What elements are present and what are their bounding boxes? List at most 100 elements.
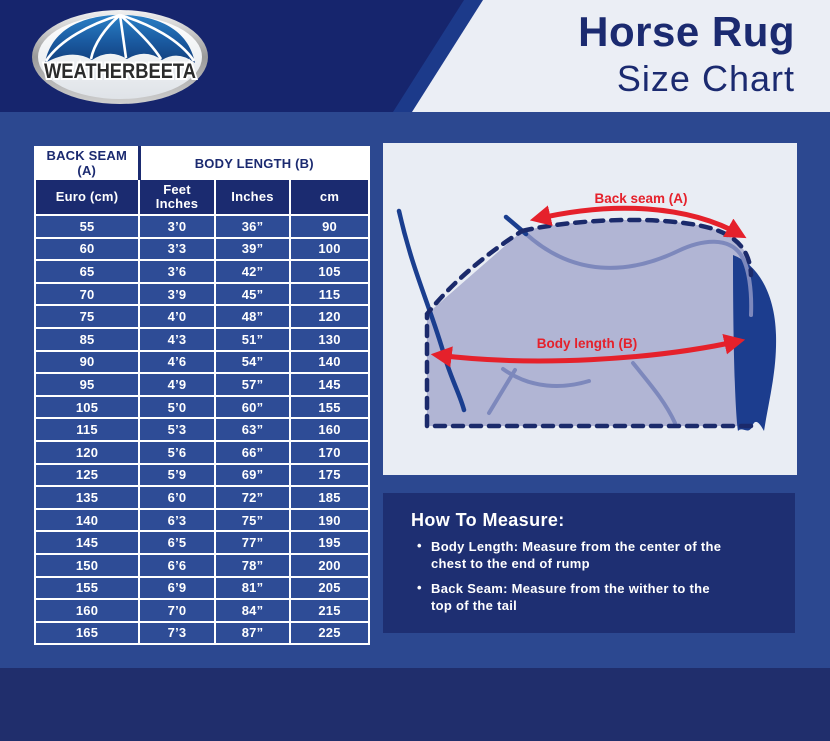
table-row: 65 3’6 42” 105 — [34, 259, 370, 284]
table-cell: 3’6 — [138, 259, 216, 284]
table-row: 135 6’0 72” 185 — [34, 485, 370, 510]
table-cell: 4’6 — [138, 349, 216, 375]
table-cell: 55 — [34, 214, 140, 239]
table-cell: 95 — [34, 372, 140, 397]
table-row: 125 5’9 69” 175 — [34, 462, 370, 488]
table-row: 160 7’0 84” 215 — [34, 598, 370, 623]
table-cell: 63” — [214, 417, 291, 442]
table-cell: 6’9 — [138, 575, 216, 601]
table-row: 155 6’9 81” 205 — [34, 575, 370, 601]
table-cell: 120 — [289, 304, 370, 329]
umbrella-icon — [45, 15, 195, 63]
footer-band — [0, 668, 830, 741]
table-cell: 205 — [289, 575, 370, 601]
table-cell: 69” — [214, 462, 291, 488]
table-cell: 57” — [214, 372, 291, 397]
size-chart-table: BACK SEAM (A) BODY LENGTH (B) Euro (cm) … — [34, 146, 370, 646]
table-row: 115 5’3 63” 160 — [34, 417, 370, 442]
column-header-feet-inches: Feet Inches — [138, 178, 216, 216]
table-row: 120 5’6 66” 170 — [34, 439, 370, 465]
table-row: 85 4’3 51” 130 — [34, 326, 370, 352]
logo-brand-text: WEATHERBEETA — [44, 60, 196, 83]
table-cell: 90 — [289, 214, 370, 239]
horse-tail — [733, 255, 777, 431]
table-cell: 115 — [289, 281, 370, 307]
table-cell: 135 — [34, 485, 140, 510]
table-cell: 5’9 — [138, 462, 216, 488]
table-cell: 75” — [214, 507, 291, 533]
table-cell: 75 — [34, 304, 140, 329]
back-seam-label: Back seam (A) — [594, 191, 687, 206]
table-cell: 225 — [289, 620, 370, 646]
table-cell: 3’9 — [138, 281, 216, 307]
table-cell: 51” — [214, 326, 291, 352]
table-cell: 105 — [34, 394, 140, 420]
table-cell: 155 — [289, 394, 370, 420]
table-group-header-row: BACK SEAM (A) BODY LENGTH (B) — [34, 146, 370, 180]
table-cell: 215 — [289, 598, 370, 623]
horse-measurement-diagram: Back seam (A) Body length (B) — [383, 143, 797, 475]
table-cell: 48” — [214, 304, 291, 329]
table-cell: 100 — [289, 236, 370, 262]
table-cell: 165 — [34, 620, 140, 646]
table-cell: 5’6 — [138, 439, 216, 465]
umbrella-ribs — [44, 13, 196, 62]
table-row: 150 6’6 78” 200 — [34, 552, 370, 578]
table-cell: 3’3 — [138, 236, 216, 262]
table-cell: 115 — [34, 417, 140, 442]
table-cell: 120 — [34, 439, 140, 465]
table-cell: 77” — [214, 530, 291, 555]
table-row: 145 6’5 77” 195 — [34, 530, 370, 555]
table-cell: 170 — [289, 439, 370, 465]
horse-contour-lines — [487, 231, 754, 425]
table-cell: 7’3 — [138, 620, 216, 646]
horse-body — [427, 219, 766, 426]
table-cell: 65 — [34, 259, 140, 284]
table-cell: 160 — [289, 417, 370, 442]
table-cell: 4’9 — [138, 372, 216, 397]
body-length-arrow — [430, 333, 746, 368]
how-to-measure-text: Back Seam: Measure from the wither to th… — [431, 581, 710, 613]
how-to-measure-item: • Body Length: Measure from the center of… — [411, 538, 751, 572]
column-header-cm: cm — [289, 178, 370, 216]
header-band: WEATHERBEETA Horse Rug Size Chart — [0, 0, 830, 112]
table-cell: 5’3 — [138, 417, 216, 442]
table-cell: 125 — [34, 462, 140, 488]
table-cell: 42” — [214, 259, 291, 284]
body-length-label: Body length (B) — [537, 336, 638, 351]
table-cell: 5’0 — [138, 394, 216, 420]
bullet-icon: • — [417, 538, 422, 553]
table-cell: 36” — [214, 214, 291, 239]
table-row: 60 3’3 39” 100 — [34, 236, 370, 262]
table-cell: 145 — [289, 372, 370, 397]
table-row: 70 3’9 45” 115 — [34, 281, 370, 307]
table-cell: 160 — [34, 598, 140, 623]
table-row: 95 4’9 57” 145 — [34, 372, 370, 397]
table-cell: 66” — [214, 439, 291, 465]
table-column-header-row: Euro (cm) Feet Inches Inches cm — [34, 178, 370, 216]
table-body: 55 3’0 36” 90 60 3’3 39” 100 65 3’6 42” 105 70 3’9 45”… — [34, 214, 370, 646]
table-row: 140 6’3 75” 190 — [34, 507, 370, 533]
table-row: 75 4’0 48” 120 — [34, 304, 370, 329]
table-cell: 4’0 — [138, 304, 216, 329]
bullet-icon: • — [417, 580, 422, 595]
table-cell: 200 — [289, 552, 370, 578]
table-cell: 140 — [289, 349, 370, 375]
table-cell: 54” — [214, 349, 291, 375]
how-to-measure-text: Body Length: Measure from the center of … — [431, 539, 722, 571]
how-to-measure-panel: How To Measure: • Body Length: Measure fr… — [383, 493, 795, 633]
table-row: 165 7’3 87” 225 — [34, 620, 370, 646]
table-cell: 195 — [289, 530, 370, 555]
how-to-measure-item: • Back Seam: Measure from the wither to t… — [411, 580, 751, 614]
table-row: 55 3’0 36” 90 — [34, 214, 370, 239]
table-cell: 150 — [34, 552, 140, 578]
table-cell: 190 — [289, 507, 370, 533]
group-header-body-length: BODY LENGTH (B) — [138, 146, 370, 180]
table-cell: 90 — [34, 349, 140, 375]
how-to-measure-heading: How To Measure: — [411, 510, 565, 530]
table-cell: 185 — [289, 485, 370, 510]
table-cell: 78” — [214, 552, 291, 578]
table-cell: 7’0 — [138, 598, 216, 623]
table-cell: 45” — [214, 281, 291, 307]
